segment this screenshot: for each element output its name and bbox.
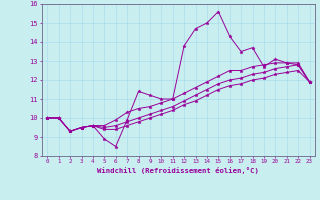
X-axis label: Windchill (Refroidissement éolien,°C): Windchill (Refroidissement éolien,°C) bbox=[98, 167, 259, 174]
